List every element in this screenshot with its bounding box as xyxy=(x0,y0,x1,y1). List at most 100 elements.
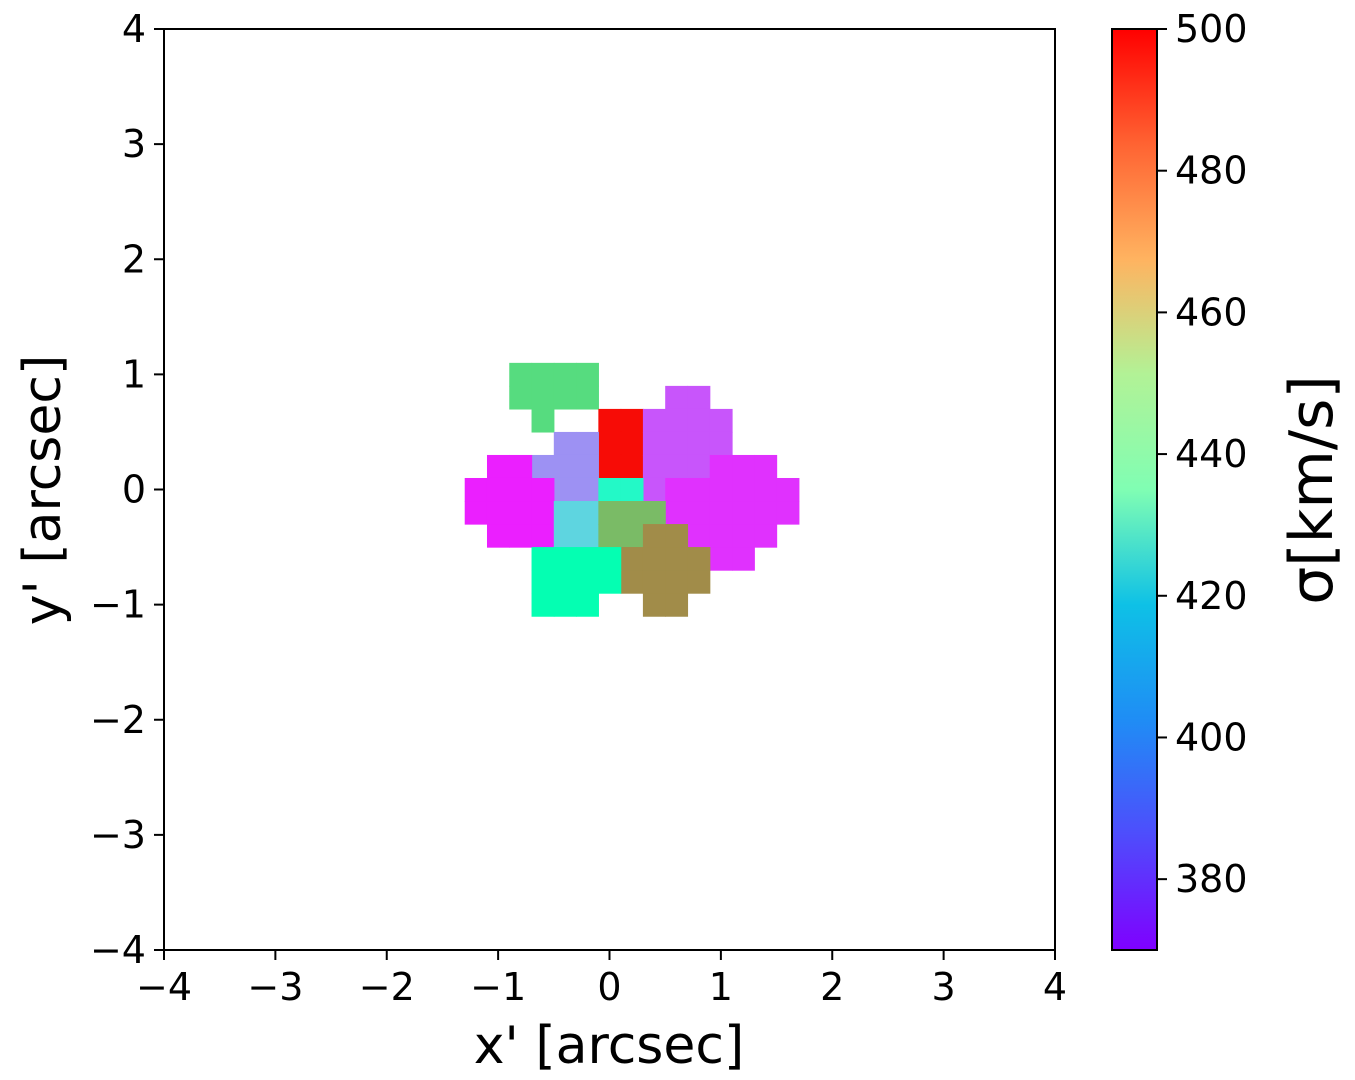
spaxel xyxy=(620,570,644,594)
colorbar-tick-label: 500 xyxy=(1175,7,1248,51)
y-tick-label: −1 xyxy=(90,583,146,627)
spaxel xyxy=(509,477,533,502)
spaxel xyxy=(665,431,689,456)
spaxel xyxy=(709,477,733,502)
voronoi-bin-10 xyxy=(620,524,711,617)
spaxel xyxy=(665,454,689,479)
spaxel xyxy=(486,501,510,525)
spaxel xyxy=(642,408,666,433)
spaxel xyxy=(754,501,778,525)
spaxel xyxy=(531,477,555,502)
spaxel xyxy=(509,385,533,410)
spaxel xyxy=(464,501,488,525)
y-tick-label: 4 xyxy=(122,7,146,51)
spaxel xyxy=(665,477,689,502)
spaxel xyxy=(598,547,622,571)
spaxel xyxy=(687,454,711,479)
spaxel xyxy=(576,593,599,617)
spaxel xyxy=(531,385,555,410)
spaxel xyxy=(553,570,577,594)
x-tick-label: 2 xyxy=(820,965,844,1009)
spaxel xyxy=(732,477,755,502)
spaxel xyxy=(553,593,577,617)
colorbar-tick-label: 380 xyxy=(1175,857,1248,901)
y-tick-label: −3 xyxy=(90,813,146,857)
spaxel xyxy=(687,431,711,456)
voronoi-bin-7 xyxy=(665,454,800,571)
spaxel xyxy=(687,501,711,525)
spaxel xyxy=(776,477,800,502)
spaxel xyxy=(620,454,644,479)
spaxel xyxy=(709,547,733,571)
x-axis-label: x' [arcsec] xyxy=(474,1016,745,1076)
y-tick-label: 3 xyxy=(122,122,146,166)
spaxel xyxy=(642,524,666,548)
x-tick-label: −4 xyxy=(136,965,192,1009)
spaxel xyxy=(576,385,599,410)
spaxel xyxy=(665,385,689,410)
spaxel xyxy=(709,454,733,479)
voronoi-bin-2 xyxy=(598,408,644,479)
spaxel xyxy=(464,477,488,502)
spaxel xyxy=(486,477,510,502)
spaxel xyxy=(598,570,622,594)
spaxel xyxy=(687,570,711,594)
colorbar-tick-label: 420 xyxy=(1175,574,1248,618)
spaxel xyxy=(553,477,577,502)
spaxel xyxy=(509,454,533,479)
spaxel xyxy=(665,593,689,617)
x-tick-label: −2 xyxy=(359,965,415,1009)
spaxel xyxy=(598,408,622,433)
y-tick-label: 1 xyxy=(122,352,146,396)
spaxel xyxy=(553,547,577,571)
spaxel xyxy=(754,524,778,548)
spaxel xyxy=(553,501,577,525)
colorbar-tick-label: 480 xyxy=(1175,149,1248,193)
spaxel xyxy=(620,408,644,433)
spaxel xyxy=(576,431,599,456)
spaxel xyxy=(531,454,555,479)
x-tick-label: 1 xyxy=(709,965,733,1009)
spaxel xyxy=(665,547,689,571)
spaxel xyxy=(642,570,666,594)
spaxel xyxy=(709,431,733,456)
spaxel xyxy=(509,501,533,525)
spaxel xyxy=(642,593,666,617)
colorbar: 380 400 420 440 460 480 500 σ[km/s] xyxy=(1111,7,1347,951)
spaxel xyxy=(665,570,689,594)
spaxel xyxy=(598,431,622,456)
spaxel xyxy=(553,431,577,456)
voronoi-bin-3 xyxy=(642,385,733,502)
spaxel xyxy=(665,524,689,548)
spaxel xyxy=(553,524,577,548)
voronoi-bin-9 xyxy=(598,501,666,548)
spaxel xyxy=(576,570,599,594)
spaxel xyxy=(642,454,666,479)
spaxel xyxy=(531,593,555,617)
spaxel xyxy=(687,408,711,433)
colorbar-ticks: 380 400 420 440 460 480 500 xyxy=(1157,7,1248,901)
spaxel xyxy=(598,501,622,525)
spaxel xyxy=(732,524,755,548)
y-tick-label: −4 xyxy=(90,928,146,972)
spaxel xyxy=(576,454,599,479)
spaxel xyxy=(620,547,644,571)
spaxel xyxy=(531,524,555,548)
y-tick-label: 0 xyxy=(122,468,146,512)
x-axis-ticks: −4 −3 −2 −1 0 1 2 3 4 xyxy=(136,950,1067,1009)
spaxel xyxy=(486,524,510,548)
spaxel xyxy=(486,454,510,479)
y-tick-label: 2 xyxy=(122,237,146,281)
x-tick-label: −3 xyxy=(247,965,303,1009)
spaxel xyxy=(598,524,622,548)
spaxel xyxy=(665,408,689,433)
voronoi-bin-8 xyxy=(553,501,599,548)
spaxel xyxy=(531,408,555,433)
spaxel xyxy=(531,547,555,571)
spaxel xyxy=(620,431,644,456)
spaxel xyxy=(687,524,711,548)
spaxel xyxy=(576,547,599,571)
spaxel xyxy=(598,477,622,502)
colorbar-tick-label: 400 xyxy=(1175,715,1248,759)
spaxel xyxy=(620,524,644,548)
